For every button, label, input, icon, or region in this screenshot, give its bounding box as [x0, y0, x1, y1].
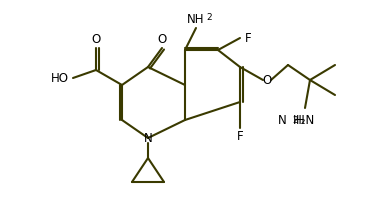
Text: O: O: [157, 33, 167, 46]
Text: F: F: [245, 32, 251, 44]
Text: 2: 2: [206, 13, 212, 21]
Text: HO: HO: [51, 71, 69, 84]
Text: O: O: [262, 74, 272, 87]
Text: N: N: [278, 114, 287, 126]
Text: F: F: [237, 130, 243, 144]
Text: H: H: [296, 114, 305, 126]
Text: O: O: [91, 33, 101, 46]
Text: H₂N: H₂N: [293, 114, 315, 126]
Text: NH: NH: [187, 13, 205, 26]
Text: N: N: [143, 131, 152, 144]
Text: 2: 2: [292, 116, 298, 124]
